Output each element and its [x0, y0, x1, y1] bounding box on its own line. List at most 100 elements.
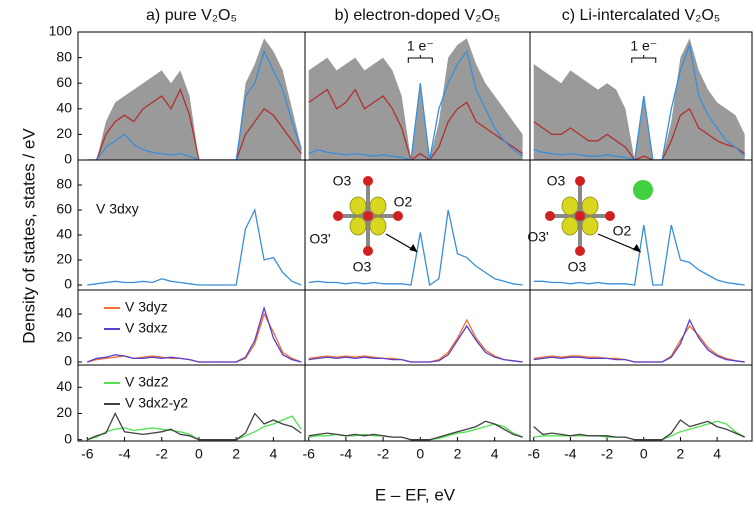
oxygen — [363, 246, 373, 256]
x-tick-label: -4 — [118, 446, 131, 462]
plot-area — [87, 38, 302, 160]
oxygen — [575, 211, 585, 221]
atom-label: O3' — [309, 231, 330, 247]
x-tick-label: -2 — [601, 446, 614, 462]
orbital-lobe — [349, 196, 367, 216]
arrow-head — [632, 244, 641, 252]
y-tick-label: 40 — [56, 226, 72, 242]
line — [533, 42, 746, 160]
plot-area — [533, 318, 745, 363]
atom-label: O3 — [333, 173, 352, 189]
lithium — [633, 180, 653, 200]
line — [308, 423, 523, 441]
x-tick-label: -6 — [302, 446, 315, 462]
panel-frame — [304, 289, 531, 366]
line — [308, 324, 523, 363]
line — [308, 420, 523, 441]
line — [87, 305, 302, 363]
line — [533, 419, 745, 441]
orbital-lobe — [561, 196, 579, 216]
x-tick-label: 0 — [416, 446, 424, 462]
x-tick-label: 4 — [491, 446, 499, 462]
panel-title: b) electron-doped V₂O₅ — [335, 7, 501, 24]
y-tick-label: 80 — [56, 176, 72, 192]
panel-frame — [77, 159, 306, 291]
oxygen — [393, 211, 403, 221]
plot-area — [87, 305, 302, 363]
line — [533, 324, 745, 363]
x-tick-label: 0 — [640, 446, 648, 462]
orbital-lobe — [581, 216, 599, 236]
line — [533, 318, 745, 363]
line — [533, 224, 745, 286]
oxygen — [333, 211, 343, 221]
plot-area — [87, 207, 302, 286]
line — [308, 88, 523, 160]
x-tick-label: 2 — [677, 446, 685, 462]
y-tick-label: 0 — [64, 430, 72, 446]
annotation: 1 e⁻ — [407, 38, 434, 54]
x-tick-label: -6 — [81, 446, 94, 462]
y-tick-label: 0 — [64, 276, 72, 292]
line — [308, 209, 523, 287]
y-tick-label: 100 — [49, 23, 73, 39]
bracket — [631, 55, 657, 63]
x-tick-label: 2 — [454, 446, 462, 462]
panel-title: a) pure V₂O₅ — [146, 7, 237, 24]
x-tick-label: -6 — [527, 446, 540, 462]
legend-label: V 3dyz — [125, 299, 168, 315]
y-tick-label: 20 — [56, 125, 72, 141]
orbital-lobe — [349, 216, 367, 236]
y-tick-label: 20 — [56, 404, 72, 420]
legend-label: V 3dx2-y2 — [125, 395, 188, 411]
line — [533, 107, 746, 160]
x-tick-label: -2 — [377, 446, 390, 462]
x-tick-label: 4 — [269, 446, 277, 462]
legend-label: V 3dxz — [125, 320, 168, 336]
line — [308, 49, 523, 160]
x-tick-label: 2 — [232, 446, 240, 462]
oxygen — [575, 246, 585, 256]
oxygen — [545, 211, 555, 221]
y-tick-label: 0 — [64, 353, 72, 369]
panel-frame — [304, 364, 531, 442]
y-tick-label: 40 — [56, 100, 72, 116]
plot-area — [533, 38, 746, 160]
atom-label: O3 — [568, 259, 587, 275]
plot-area — [308, 209, 523, 287]
line — [87, 49, 302, 160]
oxygen — [363, 176, 373, 186]
line — [87, 207, 302, 286]
x-tick-label: -4 — [340, 446, 353, 462]
area — [308, 38, 523, 160]
x-tick-label: -4 — [564, 446, 577, 462]
y-tick-label: 20 — [56, 329, 72, 345]
y-tick-label: 20 — [56, 251, 72, 267]
oxygen — [575, 176, 585, 186]
area — [87, 38, 302, 160]
molecule — [545, 176, 653, 256]
x-tick-label: 4 — [713, 446, 721, 462]
atom-label: O3 — [353, 259, 372, 275]
panel-frame — [529, 289, 753, 366]
oxygen — [605, 211, 615, 221]
orbital-lobe — [561, 216, 579, 236]
plot-area — [87, 412, 302, 441]
legend-label: V 3dxy — [96, 201, 139, 217]
plot-area — [308, 318, 523, 363]
line — [87, 412, 302, 441]
oxygen — [363, 211, 373, 221]
atom-label: O3 — [547, 173, 566, 189]
plot-area — [533, 224, 745, 286]
plot-area — [308, 38, 523, 160]
bracket — [407, 55, 433, 63]
x-tick-label: -2 — [156, 446, 169, 462]
y-tick-label: 40 — [56, 378, 72, 394]
area — [533, 38, 745, 160]
y-tick-label: 40 — [56, 305, 72, 321]
orbital-lobe — [581, 196, 599, 216]
annotation: 1 e⁻ — [630, 38, 657, 54]
x-axis-label: E – EF, eV — [375, 485, 456, 504]
y-tick-label: 60 — [56, 74, 72, 90]
atom-label: O2 — [394, 194, 413, 210]
